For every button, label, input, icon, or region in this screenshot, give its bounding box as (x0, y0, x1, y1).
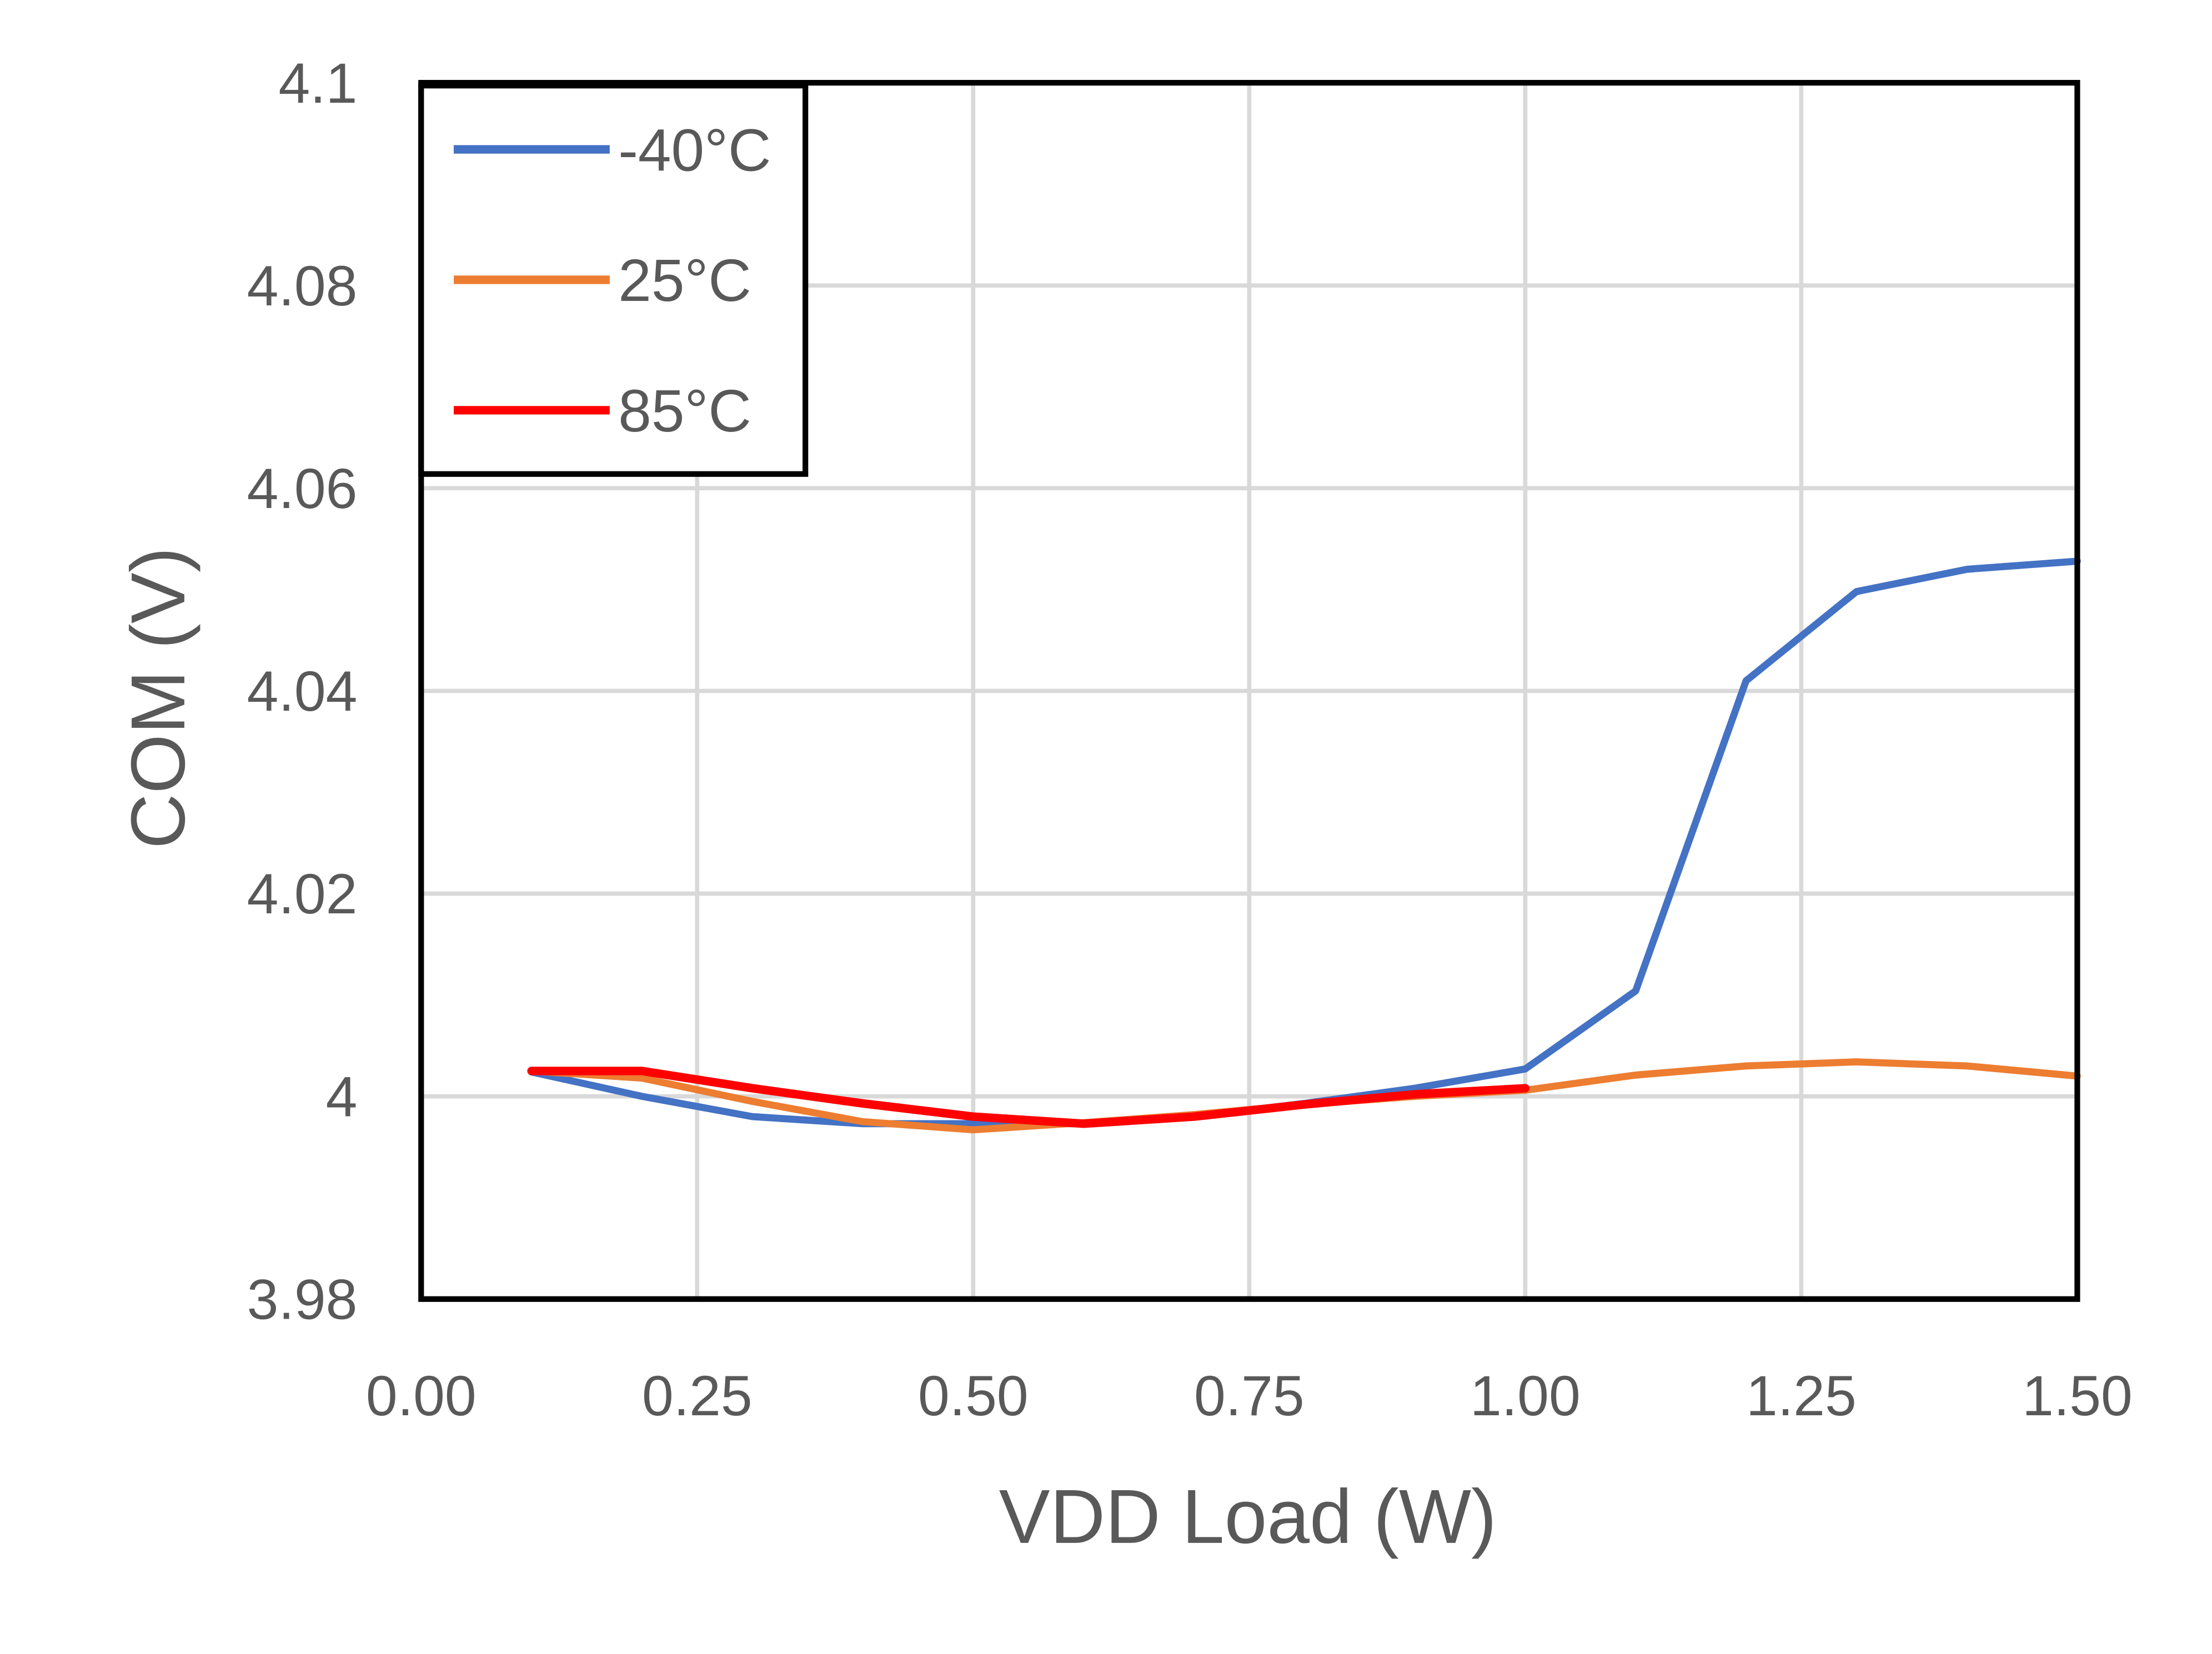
series-line-0 (528, 557, 2081, 1128)
x-tick-label: 1.25 (1746, 1364, 1857, 1427)
legend: -40°C 25°C 85°C (418, 83, 809, 477)
x-tick-label: 1.50 (2022, 1364, 2133, 1427)
legend-label-85: 85°C (618, 378, 751, 444)
y-tick-label: 4.02 (247, 862, 358, 926)
x-tick-label: 0.00 (366, 1364, 476, 1427)
x-tick-label: 0.25 (642, 1364, 753, 1427)
x-axis-ticks: 0.00 0.25 0.50 0.75 1.00 1.25 1.50 (366, 1364, 2133, 1427)
series-line-2 (527, 1067, 1530, 1128)
y-axis-ticks: 3.98 4 4.02 4.04 4.06 4.08 4.1 (247, 52, 358, 1331)
x-tick-label: 0.75 (1194, 1364, 1305, 1427)
y-tick-label: 4.1 (278, 52, 357, 115)
y-tick-label: 4.06 (247, 457, 358, 520)
y-axis-title: COM (V) (116, 547, 201, 849)
legend-label-25: 25°C (618, 247, 751, 314)
series-group (527, 557, 2081, 1134)
plot-frame (418, 79, 2080, 1302)
y-tick-label: 3.98 (247, 1268, 358, 1331)
y-tick-label: 4 (326, 1065, 358, 1128)
x-tick-label: 0.50 (918, 1364, 1029, 1427)
x-tick-label: 1.00 (1470, 1364, 1581, 1427)
y-tick-label: 4.04 (247, 660, 358, 723)
y-tick-label: 4.08 (247, 254, 358, 318)
legend-label-minus40: -40°C (618, 117, 771, 183)
x-axis-title: VDD Load (W) (999, 1474, 1497, 1560)
